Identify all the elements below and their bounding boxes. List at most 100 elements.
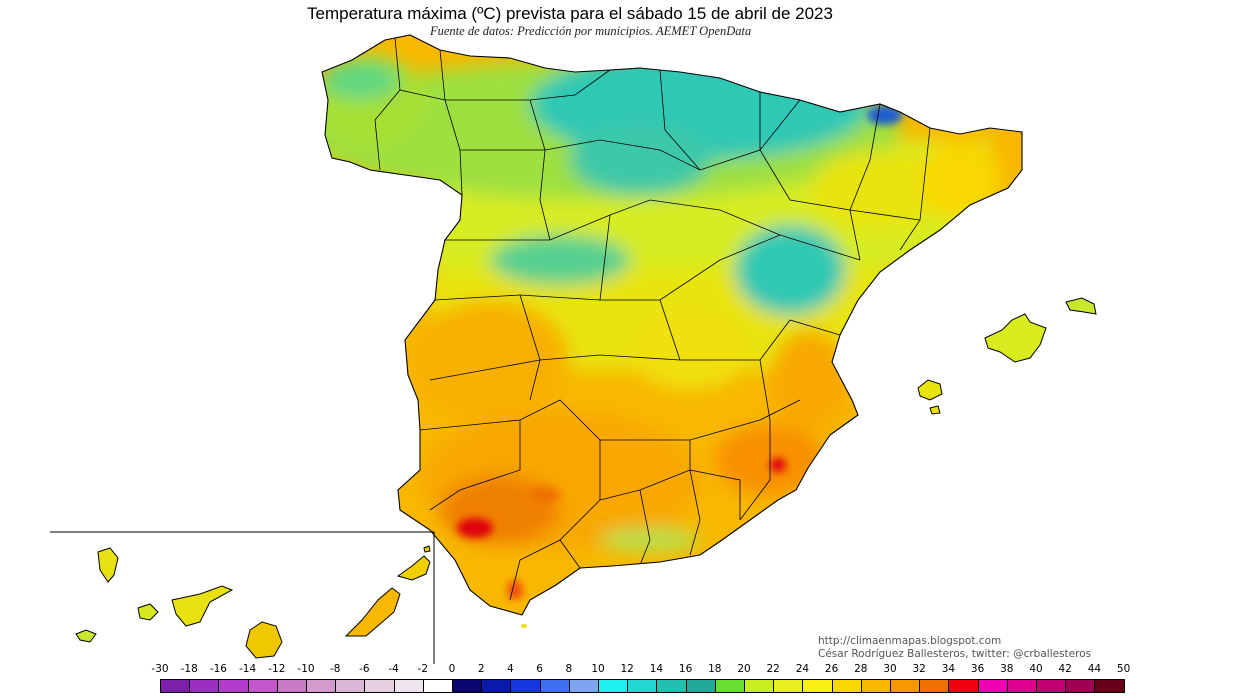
legend-tick: 14: [649, 663, 664, 675]
legend-tick: 30: [883, 663, 897, 675]
legend-swatch: [364, 679, 395, 693]
legend-tick: 20: [737, 663, 751, 675]
legend-tick: -6: [359, 663, 370, 675]
legend-swatch: [1006, 679, 1037, 693]
ibiza-island: [917, 379, 943, 401]
valencia-warm-zone: [770, 330, 850, 430]
legend-swatch: [919, 679, 950, 693]
legend-tick: 32: [912, 663, 926, 675]
credit-url: http://climaenmapas.blogspot.com: [818, 635, 1002, 647]
ebro-warm-zone: [810, 150, 950, 230]
la-palma-island: [97, 547, 119, 583]
legend-tick: 0: [448, 663, 456, 675]
burgos-cool-zone: [570, 125, 710, 195]
alboran-islet: [521, 624, 527, 628]
murcia-very-hot-spot: [770, 458, 786, 472]
legend-tick: 34: [941, 663, 956, 675]
legend-swatch: [393, 679, 424, 693]
legend-tick: 24: [795, 663, 810, 675]
legend-swatch: [335, 679, 366, 693]
legend-swatch: [1094, 679, 1125, 693]
legend-tick: 38: [1000, 663, 1014, 675]
legend-swatch: [510, 679, 541, 693]
la-graciosa-island: [423, 545, 431, 553]
guadalquivir-hot-zone: [440, 475, 560, 545]
legend-tick: -18: [180, 663, 198, 675]
lanzarote-island: [396, 555, 431, 581]
legend-tick: -16: [209, 663, 227, 675]
legend-swatch: [598, 679, 629, 693]
legend-tick: -30: [151, 663, 169, 675]
legend-tick: 18: [708, 663, 722, 675]
color-legend: -30 -18 -16 -14 -12 -10 -8 -6 -4 -2 0 2 4 6 8 10 12 14 16 1…: [151, 663, 1135, 696]
formentera-island: [929, 405, 941, 415]
legend-swatch: [685, 679, 716, 693]
legend-tick: 44: [1087, 663, 1102, 675]
iberian-system-cool-zone: [735, 225, 845, 315]
legend-swatch: [189, 679, 220, 693]
legend-swatch: [948, 679, 979, 693]
catalonia-warm-zone: [920, 140, 1000, 220]
peninsula-coastline: [321, 34, 1023, 616]
legend-tick: 50: [1116, 663, 1131, 675]
legend-swatch: [977, 679, 1008, 693]
credit-author: César Rodríguez Ballesteros, twitter: @c…: [818, 648, 1092, 660]
pyrenees-cold-spot: [867, 105, 903, 125]
legend-tick: 22: [766, 663, 780, 675]
legend-swatch: [539, 679, 570, 693]
legend-tick: -14: [239, 663, 257, 675]
legend-swatch: [568, 679, 599, 693]
central-system-cool-zone: [490, 235, 630, 285]
legend-swatch: [1065, 679, 1096, 693]
legend-swatch: [656, 679, 687, 693]
gran-canaria-island: [245, 621, 283, 659]
legend-swatch: [1036, 679, 1067, 693]
legend-tick: 26: [824, 663, 839, 675]
canary-islands-inset: [50, 531, 435, 664]
la-gomera-island: [137, 603, 159, 621]
legend-swatch: [276, 679, 307, 693]
legend-swatch: [831, 679, 862, 693]
legend-swatch: [860, 679, 891, 693]
balearic-islands: [917, 297, 1097, 415]
cordoba-hot-spot: [530, 487, 560, 503]
mallorca-island: [984, 313, 1047, 363]
legend-tick: 16: [678, 663, 693, 675]
legend-tick: -2: [417, 663, 429, 675]
legend-swatch: [773, 679, 804, 693]
legend-swatch: [306, 679, 337, 693]
legend-swatch: [218, 679, 249, 693]
legend-tick: 8: [565, 663, 573, 675]
map-title: Temperatura máxima (ºC) prevista para el…: [307, 4, 833, 23]
legend-tick: 28: [854, 663, 868, 675]
menorca-island: [1065, 297, 1097, 315]
legend-tick: -10: [297, 663, 315, 675]
legend-tick: 42: [1058, 663, 1072, 675]
legend-tick: 6: [536, 663, 543, 675]
tenerife-island: [171, 585, 234, 627]
legend-swatch: [422, 679, 453, 693]
legend-swatch: [627, 679, 658, 693]
fuerteventura-island: [344, 587, 401, 637]
seville-very-hot-spot: [457, 518, 493, 538]
legend-swatch: [160, 679, 191, 693]
legend-swatch: [890, 679, 921, 693]
malaga-hot-spot: [507, 580, 523, 600]
legend-tick: -4: [388, 663, 399, 675]
legend-tick: -8: [329, 663, 341, 675]
legend-tick: 4: [507, 663, 514, 675]
legend-swatch: [714, 679, 745, 693]
inset-frame: [50, 531, 435, 664]
legend-swatch: [744, 679, 775, 693]
legend-tick: 12: [620, 663, 634, 675]
legend-swatch: [452, 679, 483, 693]
legend-swatch: [802, 679, 833, 693]
legend-tick: 40: [1029, 663, 1043, 675]
legend-swatch: [247, 679, 278, 693]
province-borders: [374, 37, 931, 601]
galicia-coast-cool: [322, 60, 400, 100]
legend-tick: 10: [591, 663, 605, 675]
el-hierro-island: [75, 629, 97, 643]
legend-swatch: [481, 679, 512, 693]
